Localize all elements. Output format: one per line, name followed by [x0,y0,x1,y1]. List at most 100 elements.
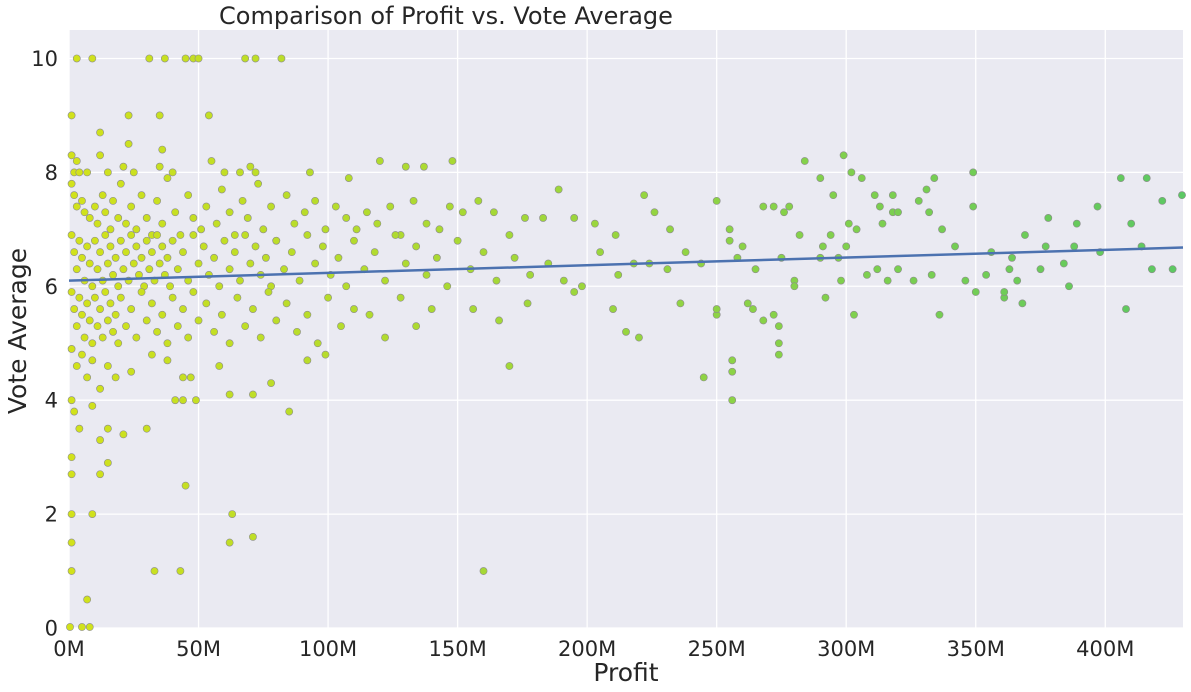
scatter-point [163,174,172,182]
scatter-point [148,299,156,308]
scatter-point [194,316,203,325]
scatter-point [103,259,112,268]
scatter-point [225,538,234,547]
scatter-point [96,248,104,257]
scatter-point [445,202,454,211]
scatter-point [137,288,146,296]
scatter-point [875,202,884,211]
scatter-point [72,54,81,63]
scatter-point [614,270,623,279]
scatter-point [324,293,332,302]
scatter-point [839,151,848,160]
x-tick-label: 150M [429,637,487,661]
scatter-point [982,270,991,279]
y-axis-ticks: 0 2 4 6 8 10 [31,47,58,641]
scatter-point [246,259,255,268]
scatter-point [922,185,931,194]
scatter-point [1013,276,1022,285]
scatter-point [293,327,301,336]
scatter-point [1158,196,1167,205]
scatter-point [225,339,234,348]
scatter-point [495,316,503,325]
scatter-point [176,231,185,239]
scatter-point [225,265,234,274]
scatter-point [163,339,172,348]
regression-line [68,246,1184,282]
scatter-point [225,208,234,217]
scatter-point [1000,288,1009,296]
scatter-point [176,567,185,575]
scatter-point [85,259,94,268]
scatter-point [282,191,291,200]
scatter-point [427,305,436,313]
scatter-point [826,231,835,239]
scatter-point [969,168,978,177]
scatter-point [96,305,104,313]
scatter-point [401,259,410,268]
scatter-point [101,208,110,217]
scatter-point [91,293,99,302]
scatter-point [210,253,218,262]
scatter-point [199,242,208,251]
y-tick-label: 2 [45,503,58,527]
scatter-point [210,327,218,336]
scatter-point [230,231,239,239]
scatter-point [103,316,112,325]
scatter-point [894,208,902,217]
scatter-point [75,236,84,245]
scatter-point [212,219,221,228]
scatter-point [215,362,224,370]
scatter-point [96,384,104,393]
scatter-point [67,151,76,160]
scatter-point [93,219,102,228]
scatter-point [96,436,104,444]
scatter-point [67,111,76,120]
scatter-point [142,236,151,245]
scatter-point [96,128,104,137]
scatter-point [769,202,778,211]
scatter-point [1072,219,1081,228]
scatter-point [844,219,853,228]
scatter-point [774,350,783,359]
scatter-point [98,333,107,342]
scatter-point [225,390,234,399]
x-tick-label: 400M [1076,637,1134,661]
scatter-point [70,407,79,416]
scatter-point [171,396,180,405]
scatter-point [171,208,180,217]
x-tick-label: 200M [558,637,616,661]
scatter-point [663,265,672,274]
scatter-point [197,225,206,234]
scatter-point [132,242,141,251]
scatter-point [236,276,244,285]
scatter-point [189,214,198,222]
scatter-point [420,162,428,171]
y-axis-title: Vote Average [3,248,32,414]
scatter-point [116,236,125,245]
scatter-point [888,191,897,200]
scatter-point [67,288,76,296]
scatter-point [119,430,128,439]
scatter-point [930,174,939,182]
scatter-point [914,196,923,205]
scatter-point [83,242,92,251]
scatter-point [96,470,104,479]
scatter-point [342,214,351,222]
scatter-point [611,231,620,239]
scatter-point [207,157,216,165]
scatter-point [233,293,242,302]
scatter-point [101,231,110,239]
scatter-point [350,305,358,313]
scatter-point [821,293,830,302]
scatter-point [70,248,79,257]
scatter-point [391,231,400,239]
scatter-point [681,248,690,257]
scatter-point [1116,174,1125,182]
scatter-point [751,265,760,274]
scatter-point [969,202,978,211]
scatter-point [725,236,734,245]
scatter-point [67,470,76,479]
scatter-point [127,367,136,376]
scatter-point [469,305,478,313]
scatter-point [179,248,187,257]
